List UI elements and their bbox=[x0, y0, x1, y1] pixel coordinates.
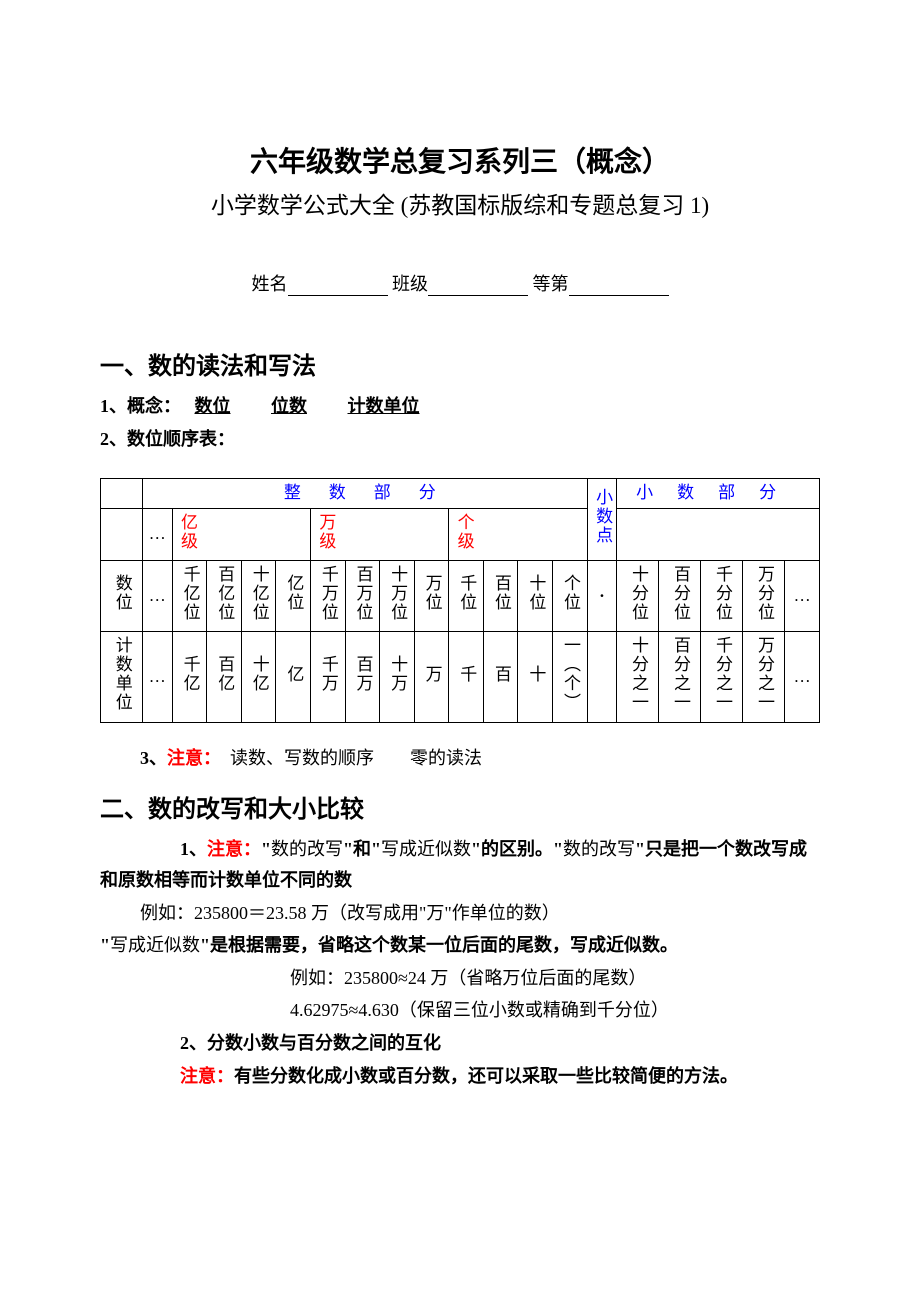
unit-cell: 千万 bbox=[310, 632, 345, 722]
section2-p2: "写成近似数"是根据需要，省略这个数某一位后面的尾数，写成近似数。 bbox=[100, 930, 820, 961]
pos-cell: 千万位 bbox=[310, 560, 345, 631]
pos-cell: 个位 bbox=[552, 560, 587, 631]
pos-cell: 百亿位 bbox=[207, 560, 242, 631]
ellipsis-cell: … bbox=[785, 632, 820, 722]
p2-q1: " bbox=[100, 935, 110, 955]
p2-tail: "是根据需要，省略这个数某一位后面的尾数，写成近似数。 bbox=[200, 935, 678, 955]
table-row-units: 计数单位 … 千亿 百亿 十亿 亿 千万 百万 十万 万 千 百 十 一︵个︶ … bbox=[101, 632, 820, 722]
decimal-part-header: 小数部分 bbox=[617, 479, 820, 508]
unit-cell: 百分之一 bbox=[659, 632, 701, 722]
p1-q2: "和" bbox=[343, 839, 381, 859]
pos-cell: 十分位 bbox=[617, 560, 659, 631]
unit-cell: 万 bbox=[414, 632, 449, 722]
ellipsis-cell: … bbox=[785, 560, 820, 631]
blank-cell bbox=[101, 508, 143, 560]
subtitle: 小学数学公式大全 (苏教国标版综和专题总复习 1) bbox=[100, 186, 820, 220]
unit-cell: 百亿 bbox=[207, 632, 242, 722]
section2-p3: 2、分数小数与百分数之间的互化 bbox=[100, 1028, 820, 1059]
section-1-header: 一、数的读法和写法 bbox=[100, 346, 820, 381]
unit-cell: 一︵个︶ bbox=[552, 632, 587, 722]
pos-cell: 千分位 bbox=[701, 560, 743, 631]
pos-cell: 十万位 bbox=[380, 560, 415, 631]
table-row-levels: … 亿级 万级 个级 bbox=[101, 508, 820, 560]
note-prefix: 3、 bbox=[140, 748, 167, 768]
concept-1: 数位 bbox=[195, 396, 231, 416]
note-label: 注意： bbox=[167, 748, 212, 768]
unit-cell: 十分之一 bbox=[617, 632, 659, 722]
concept-prefix: 1、概念： bbox=[100, 396, 190, 416]
grade-blank[interactable] bbox=[569, 273, 669, 296]
row-label-unit: 计数单位 bbox=[101, 632, 143, 722]
pos-cell: 十亿位 bbox=[241, 560, 276, 631]
p1-term2: 写成近似数 bbox=[381, 839, 471, 859]
p2-term: 写成近似数 bbox=[110, 935, 200, 955]
pos-cell: 万位 bbox=[414, 560, 449, 631]
blank-cell bbox=[587, 632, 617, 722]
section1-note-line: 3、注意： 读数、写数的顺序 零的读法 bbox=[100, 743, 820, 774]
section2-p4: 注意：有些分数化成小数或百分数，还可以采取一些比较简便的方法。 bbox=[100, 1061, 820, 1092]
wan-level: 万级 bbox=[310, 508, 448, 560]
ellipsis-cell: … bbox=[142, 508, 172, 560]
unit-cell: 万分之一 bbox=[743, 632, 785, 722]
concept-line: 1、概念： 数位 位数 计数单位 bbox=[100, 391, 820, 422]
unit-cell: 千 bbox=[449, 632, 484, 722]
unit-cell: 百万 bbox=[345, 632, 380, 722]
decimal-dot-cell: · bbox=[587, 560, 617, 631]
unit-cell: 十万 bbox=[380, 632, 415, 722]
ellipsis-cell: … bbox=[142, 560, 172, 631]
p1-term1: 数的改写 bbox=[271, 839, 343, 859]
p1-note: 注意： bbox=[207, 839, 261, 859]
class-label: 班级 bbox=[392, 274, 428, 294]
yi-level: 亿级 bbox=[172, 508, 310, 560]
unit-cell: 千分之一 bbox=[701, 632, 743, 722]
p4-body: 有些分数化成小数或百分数，还可以采取一些比较简便的方法。 bbox=[234, 1066, 738, 1086]
table-row-positions: 数位 … 千亿位 百亿位 十亿位 亿位 千万位 百万位 十万位 万位 千位 百位… bbox=[101, 560, 820, 631]
pos-cell: 百万位 bbox=[345, 560, 380, 631]
blank-cell bbox=[101, 479, 143, 508]
section2-p1: 1、注意："数的改写"和"写成近似数"的区别。"数的改写"只是把一个数改写成和原… bbox=[100, 834, 820, 895]
p1-q3: "的区别。" bbox=[471, 839, 563, 859]
example-3: 4.62975≈4.630（保留三位小数或精确到千分位） bbox=[100, 995, 820, 1026]
unit-cell: 十亿 bbox=[241, 632, 276, 722]
pos-cell: 亿位 bbox=[276, 560, 311, 631]
concept-2: 位数 bbox=[271, 396, 307, 416]
pos-cell: 百位 bbox=[483, 560, 518, 631]
name-label: 姓名 bbox=[252, 274, 288, 294]
pos-cell: 千亿位 bbox=[172, 560, 207, 631]
grade-label: 等第 bbox=[533, 274, 569, 294]
pos-cell: 十位 bbox=[518, 560, 553, 631]
concept-3: 计数单位 bbox=[348, 396, 420, 416]
p1-term3: 数的改写 bbox=[563, 839, 635, 859]
section-2-header: 二、数的改写和大小比较 bbox=[100, 789, 820, 824]
unit-cell: 百 bbox=[483, 632, 518, 722]
document-page: 六年级数学总复习系列三（概念） 小学数学公式大全 (苏教国标版综和专题总复习 1… bbox=[0, 0, 920, 1153]
row-label-position: 数位 bbox=[101, 560, 143, 631]
student-form-line: 姓名 班级 等第 bbox=[100, 270, 820, 296]
example-2: 例如：235800≈24 万（省略万位后面的尾数） bbox=[100, 963, 820, 994]
unit-cell: 亿 bbox=[276, 632, 311, 722]
unit-cell: 千亿 bbox=[172, 632, 207, 722]
pos-cell: 千位 bbox=[449, 560, 484, 631]
pos-cell: 百分位 bbox=[659, 560, 701, 631]
decimal-point-header: 小数点 bbox=[587, 479, 617, 561]
table-intro-line: 2、数位顺序表： bbox=[100, 424, 820, 455]
ellipsis-cell: … bbox=[142, 632, 172, 722]
integer-part-header: 整数部分 bbox=[142, 479, 587, 508]
p1-q1: " bbox=[261, 839, 271, 859]
place-value-table: 整数部分 小数点 小数部分 … 亿级 万级 个级 数位 … 千亿位 百亿位 十亿… bbox=[100, 478, 820, 723]
p1-prefix: 1、 bbox=[180, 839, 207, 859]
example-1: 例如：235800＝23.58 万（改写成用"万"作单位的数） bbox=[100, 898, 820, 929]
unit-cell: 十 bbox=[518, 632, 553, 722]
pos-cell: 万分位 bbox=[743, 560, 785, 631]
name-blank[interactable] bbox=[288, 273, 388, 296]
class-blank[interactable] bbox=[428, 273, 528, 296]
blank-cell bbox=[617, 508, 820, 560]
table-row-header: 整数部分 小数点 小数部分 bbox=[101, 479, 820, 508]
note-content: 读数、写数的顺序 零的读法 bbox=[212, 748, 482, 768]
ge-level: 个级 bbox=[449, 508, 587, 560]
main-title: 六年级数学总复习系列三（概念） bbox=[100, 140, 820, 180]
p4-note: 注意： bbox=[180, 1066, 234, 1086]
